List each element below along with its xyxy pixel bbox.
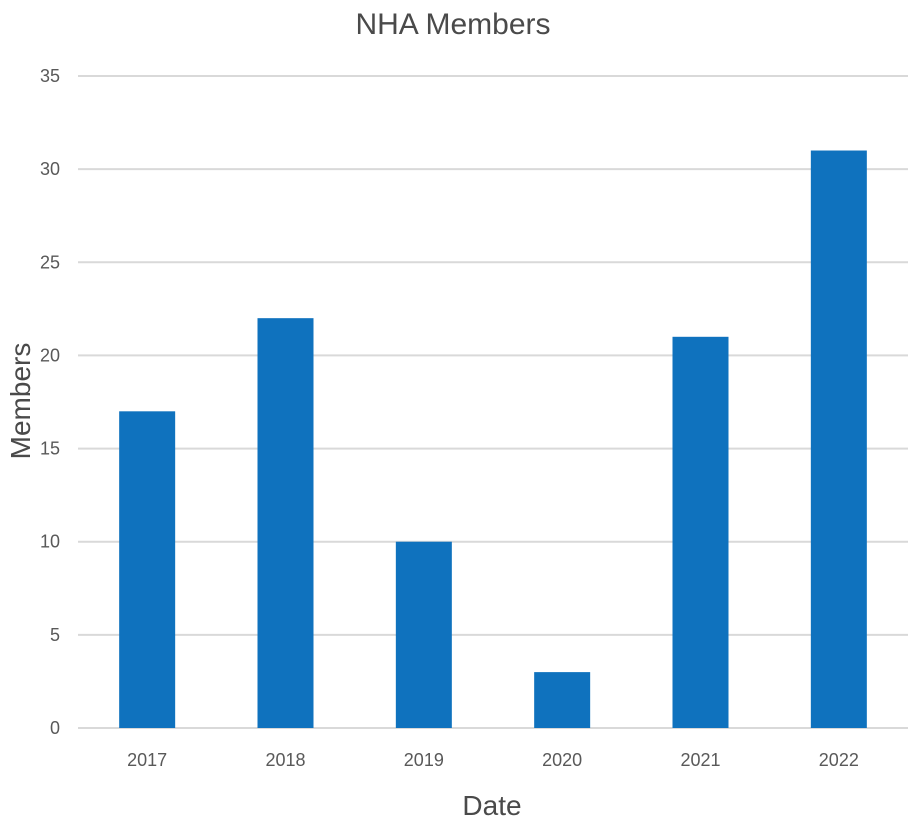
x-axis-ticks: 2017 2018 2019 2020 2021 2022 [127, 750, 859, 770]
y-tick-label: 0 [50, 718, 60, 738]
x-tick-label: 2018 [265, 750, 305, 770]
y-tick-label: 25 [40, 252, 60, 272]
bar-2019 [395, 541, 452, 728]
gridlines [78, 75, 908, 729]
x-tick-label: 2020 [542, 750, 582, 770]
x-axis-title: Date [462, 790, 521, 819]
y-tick-label: 5 [50, 625, 60, 645]
bars [119, 150, 867, 728]
x-tick-label: 2021 [680, 750, 720, 770]
x-tick-label: 2022 [819, 750, 859, 770]
y-tick-label: 30 [40, 159, 60, 179]
bar-2017 [119, 411, 176, 728]
y-tick-label: 15 [40, 439, 60, 459]
y-tick-label: 20 [40, 345, 60, 365]
y-axis-ticks: 0 5 10 15 20 25 30 35 [40, 66, 60, 738]
y-tick-label: 10 [40, 532, 60, 552]
chart-title: NHA Members [355, 8, 550, 41]
x-tick-label: 2019 [404, 750, 444, 770]
y-axis-title: Members [5, 343, 36, 460]
bar-2020 [534, 672, 591, 728]
x-tick-label: 2017 [127, 750, 167, 770]
bar-2018 [257, 318, 314, 728]
bar-2022 [810, 150, 867, 728]
bar-2021 [672, 336, 729, 728]
y-tick-label: 35 [40, 66, 60, 86]
